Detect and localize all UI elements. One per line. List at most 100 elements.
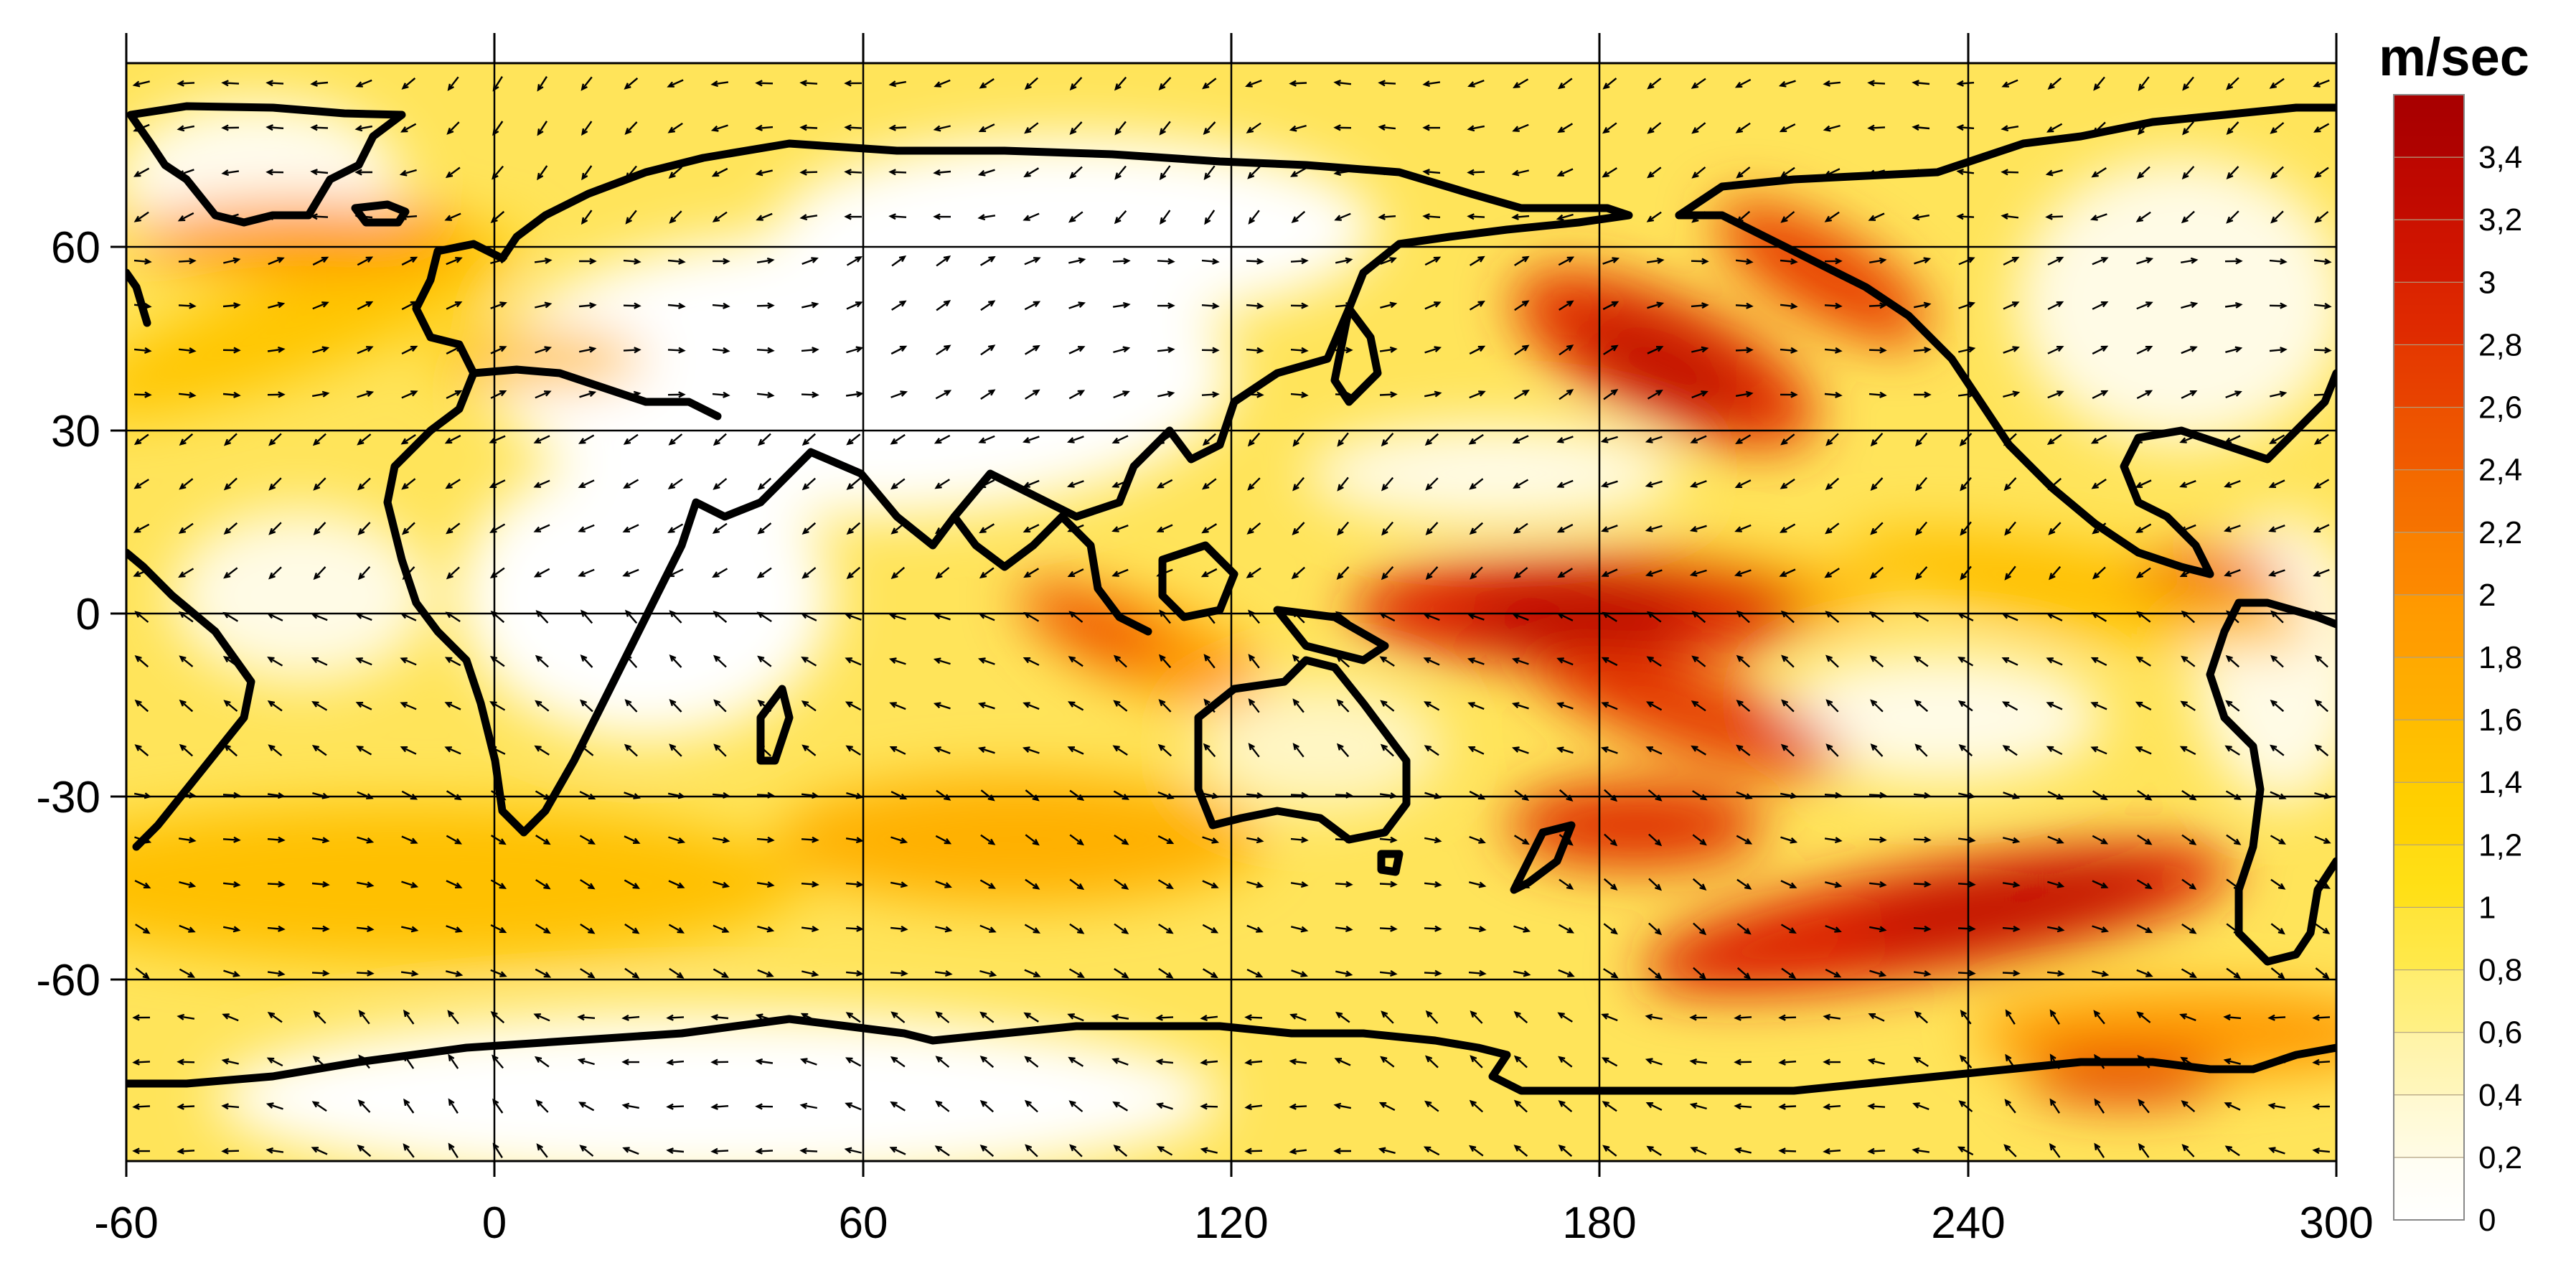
field-low-australia bbox=[1198, 682, 1442, 811]
wind-arrow bbox=[1467, 79, 1485, 88]
wind-arrow bbox=[2314, 211, 2329, 223]
wind-arrow bbox=[979, 1144, 995, 1157]
wind-arrow bbox=[1736, 166, 1751, 179]
wind-arrow bbox=[1956, 213, 1975, 220]
wind-arrow bbox=[1914, 432, 1928, 447]
wind-arrow bbox=[401, 301, 418, 311]
wind-arrow bbox=[1422, 124, 1441, 131]
wind-arrow bbox=[1201, 478, 1217, 490]
wind-arrow bbox=[1689, 1102, 1707, 1110]
wind-arrow bbox=[799, 1058, 817, 1066]
wind-arrow bbox=[401, 390, 418, 399]
wind-arrow bbox=[1825, 699, 1839, 713]
wind-arrow bbox=[845, 969, 864, 977]
wind-arrow bbox=[712, 258, 730, 265]
wind-arrow bbox=[1780, 211, 1795, 223]
wind-arrow bbox=[1825, 433, 1839, 446]
wind-arrow bbox=[2138, 1099, 2150, 1114]
wind-arrow bbox=[311, 1101, 327, 1112]
wind-arrow bbox=[1779, 523, 1796, 533]
wind-arrow bbox=[1246, 391, 1264, 398]
wind-arrow bbox=[178, 391, 197, 399]
wind-arrow bbox=[888, 213, 907, 220]
wind-arrow bbox=[2092, 835, 2109, 845]
wind-arrow bbox=[799, 1147, 818, 1155]
wind-arrow bbox=[1069, 878, 1085, 891]
wind-arrow bbox=[2223, 525, 2241, 532]
wind-arrow bbox=[845, 745, 861, 756]
wind-arrow bbox=[1202, 880, 1219, 888]
colorbar-band bbox=[2394, 469, 2464, 532]
wind-arrow bbox=[311, 657, 328, 666]
y-tick-label: 30 bbox=[51, 407, 100, 456]
wind-arrow bbox=[1513, 1010, 1528, 1024]
wind-arrow bbox=[1425, 566, 1439, 581]
wind-arrow bbox=[1556, 213, 1574, 221]
wind-arrow bbox=[935, 1011, 950, 1023]
wind-arrow bbox=[1869, 969, 1887, 977]
wind-arrow bbox=[1957, 390, 1976, 398]
wind-arrow bbox=[177, 1147, 195, 1155]
wind-arrow bbox=[1335, 347, 1353, 354]
wind-arrow bbox=[1602, 122, 1617, 134]
wind-arrow bbox=[581, 165, 593, 181]
coast-canada-arctic bbox=[1675, 103, 2336, 220]
wind-arrow bbox=[802, 433, 816, 446]
wind-arrow bbox=[1956, 80, 1975, 87]
wind-arrow bbox=[2046, 657, 2063, 666]
wind-arrow bbox=[1778, 1058, 1797, 1066]
wind-arrow bbox=[1913, 1056, 1929, 1067]
wind-arrow bbox=[1380, 743, 1394, 757]
wind-arrow bbox=[1693, 922, 1707, 936]
wind-arrow bbox=[178, 302, 197, 309]
wind-arrow bbox=[1691, 655, 1706, 667]
wind-arrow bbox=[400, 433, 416, 445]
wind-arrow bbox=[1113, 700, 1128, 712]
wind-arrow bbox=[802, 257, 819, 266]
wind-arrow bbox=[2049, 1053, 2060, 1070]
wind-arrow bbox=[936, 255, 951, 267]
coast-africa-europe bbox=[383, 139, 1633, 837]
wind-arrow bbox=[311, 925, 330, 932]
wind-arrow bbox=[2090, 702, 2107, 710]
field-low-south-pacific bbox=[1772, 653, 2102, 782]
wind-arrow bbox=[1647, 967, 1663, 980]
wind-arrow bbox=[133, 568, 150, 577]
wind-arrow bbox=[1024, 924, 1041, 934]
wind-arrow bbox=[490, 879, 507, 889]
field-low-africa bbox=[459, 452, 832, 739]
wind-arrow bbox=[1645, 1102, 1663, 1111]
wind-arrow bbox=[623, 258, 641, 265]
wind-arrow bbox=[313, 522, 326, 536]
wind-arrow bbox=[134, 654, 149, 668]
wind-arrow bbox=[1067, 701, 1084, 711]
wind-arrow bbox=[1734, 1014, 1752, 1021]
wind-arrow bbox=[490, 257, 508, 265]
wind-arrow bbox=[1558, 256, 1575, 266]
wind-arrow bbox=[133, 479, 149, 489]
wind-arrow bbox=[355, 702, 372, 710]
wind-arrow bbox=[1159, 121, 1171, 136]
wind-arrow bbox=[2047, 256, 2064, 266]
wind-arrow bbox=[537, 165, 548, 181]
wind-arrow bbox=[132, 1147, 151, 1155]
wind-arrow bbox=[1735, 258, 1754, 266]
wind-arrow bbox=[1959, 1054, 1973, 1069]
wind-arrow bbox=[755, 80, 774, 87]
wind-arrow bbox=[1469, 835, 1486, 844]
wind-arrow bbox=[1024, 77, 1039, 90]
wind-arrow bbox=[223, 567, 238, 579]
wind-arrow bbox=[844, 213, 862, 220]
wind-arrow bbox=[979, 969, 997, 977]
colorbar-band bbox=[2394, 220, 2464, 283]
wind-arrow bbox=[757, 699, 772, 713]
wind-arrow bbox=[2047, 835, 2064, 844]
wind-arrow bbox=[1868, 880, 1887, 888]
x-tick-label: 120 bbox=[1194, 1198, 1268, 1248]
wind-arrow bbox=[756, 212, 773, 221]
wind-arrow bbox=[1113, 654, 1127, 668]
wind-arrow bbox=[889, 1147, 906, 1155]
wind-arrow bbox=[1155, 1058, 1174, 1066]
wind-arrow bbox=[1202, 78, 1217, 90]
wind-arrow bbox=[1246, 567, 1261, 578]
